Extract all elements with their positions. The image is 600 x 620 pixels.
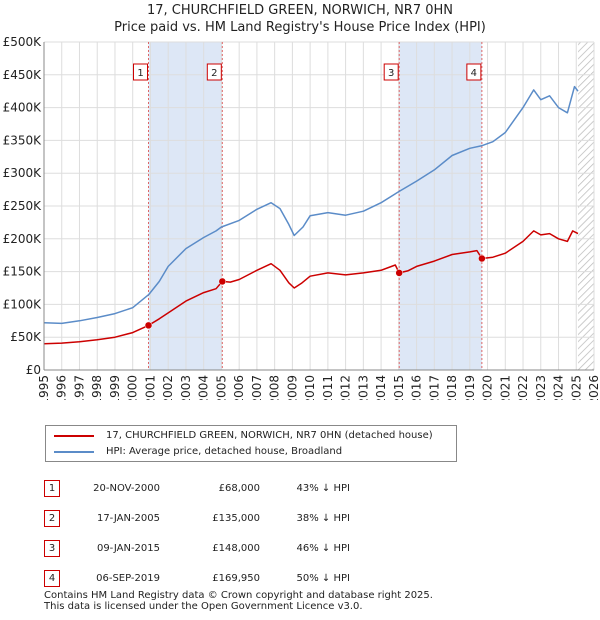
x-tick-label: 2015 (392, 375, 406, 400)
x-tick-label: 2022 (516, 375, 530, 400)
sale-marker-label-box (206, 63, 222, 81)
x-tick-label: 2014 (374, 375, 388, 400)
y-tick-label: £250K (3, 199, 43, 213)
sale-date: 09-JAN-2015 (96, 542, 160, 554)
sale-marker-badge: 2 (44, 509, 60, 527)
y-tick-label: £450K (3, 68, 43, 82)
y-tick-label: £350K (3, 133, 43, 147)
sale-point (395, 269, 403, 277)
legend-swatch-hpi (54, 450, 94, 453)
sale-price: £68,000 (218, 482, 260, 494)
y-tick-label: £200K (3, 232, 43, 246)
x-tick-label: 2017 (427, 375, 441, 400)
y-tick-label: £50K (10, 330, 42, 344)
chart-legend: 17, CHURCHFIELD GREEN, NORWICH, NR7 0HN … (45, 425, 457, 462)
sale-marker-label: 1 (137, 68, 143, 79)
y-tick-label: £400K (3, 101, 43, 115)
footer-notice: Contains HM Land Registry data © Crown c… (44, 590, 433, 612)
x-tick-label: 2000 (126, 375, 140, 400)
legend-swatch-property (54, 434, 94, 437)
x-tick-label: 2004 (197, 375, 211, 400)
x-tick-label: 2020 (481, 375, 495, 400)
chart-subtitle: Price paid vs. HM Land Registry's House … (114, 20, 486, 35)
y-tick-label: £100K (3, 297, 43, 311)
sale-date: 17-JAN-2005 (96, 512, 160, 524)
legend-label-property: 17, CHURCHFIELD GREEN, NORWICH, NR7 0HN … (106, 430, 433, 441)
x-tick-label: 2011 (321, 375, 335, 400)
sale-price: £135,000 (212, 512, 260, 524)
footer-line-licence: This data is licensed under the Open Gov… (44, 601, 363, 612)
y-tick-label: £150K (3, 265, 43, 279)
footer-line-copyright: Contains HM Land Registry data © Crown c… (44, 590, 433, 601)
x-tick-label: 1999 (108, 375, 122, 400)
sale-marker-label: 4 (471, 68, 477, 79)
sale-hpi-diff: 38% ↓ HPI (296, 512, 350, 524)
x-tick-label: 2010 (303, 375, 317, 400)
x-tick-label: 2026 (587, 375, 600, 400)
x-tick-label: 2006 (232, 375, 246, 400)
sale-marker-badge: 3 (44, 539, 60, 557)
legend-item-hpi: HPI: Average price, detached house, Broa… (54, 444, 342, 459)
sale-date: 20-NOV-2000 (93, 482, 160, 494)
x-tick-label: 2001 (143, 375, 157, 400)
sale-price: £169,950 (212, 572, 260, 584)
sales-table: 1 20-NOV-2000 £68,000 43% ↓ HPI 2 17-JAN… (44, 473, 350, 593)
sale-marker-label: 3 (388, 68, 394, 79)
table-row: 1 20-NOV-2000 £68,000 43% ↓ HPI (44, 473, 350, 503)
x-tick-label: 1997 (72, 375, 86, 400)
x-tick-label: 2002 (161, 375, 175, 400)
legend-item-property: 17, CHURCHFIELD GREEN, NORWICH, NR7 0HN … (54, 428, 433, 443)
sale-marker-label-box (383, 63, 399, 81)
sale-marker-badge: 1 (44, 479, 60, 497)
sale-hpi-diff: 46% ↓ HPI (296, 542, 350, 554)
hpi-line (43, 85, 579, 325)
price-chart: 1 2 3 4 £0 £50K £100K £150K £200K £250K £300K £350K… (3, 35, 600, 400)
table-row: 3 09-JAN-2015 £148,000 46% ↓ HPI (44, 533, 350, 563)
x-tick-label: 2016 (410, 375, 424, 400)
legend-label-hpi: HPI: Average price, detached house, Broa… (106, 446, 343, 457)
x-tick-label: 2018 (445, 375, 459, 400)
x-tick-label: 2013 (356, 375, 370, 400)
x-tick-label: 2007 (250, 375, 264, 400)
chart-title: 17, CHURCHFIELD GREEN, NORWICH, NR7 0HN (146, 3, 454, 18)
sale-hpi-diff: 43% ↓ HPI (296, 482, 350, 494)
x-tick-label: 2008 (268, 375, 282, 400)
x-tick-label: 1998 (90, 375, 104, 400)
sale-date: 06-SEP-2019 (96, 572, 160, 584)
sale-hpi-diff: 50% ↓ HPI (296, 572, 350, 584)
sale-point (144, 321, 153, 330)
x-tick-label: 1996 (55, 375, 69, 400)
y-tick-label: £0 (26, 363, 41, 377)
x-tick-label: 2025 (569, 375, 583, 400)
y-tick-label: £500K (3, 35, 43, 49)
table-row: 2 17-JAN-2005 £135,000 38% ↓ HPI (44, 503, 350, 533)
sale-point (218, 277, 227, 286)
sale-point (478, 254, 486, 263)
x-tick-label: 2024 (552, 375, 566, 400)
sale-marker-badge: 4 (44, 569, 60, 587)
x-tick-label: 2019 (463, 375, 477, 400)
x-tick-label: 2009 (285, 375, 299, 400)
sale-marker-label-box (133, 63, 148, 81)
sale-marker-label: 2 (211, 68, 217, 79)
x-tick-label: 2021 (498, 375, 512, 400)
x-tick-label: 2005 (214, 375, 228, 400)
y-tick-label: £300K (3, 166, 43, 180)
x-tick-label: 2012 (339, 375, 353, 400)
x-tick-label: 1995 (37, 375, 51, 400)
x-tick-label: 2023 (534, 375, 548, 400)
table-row: 4 06-SEP-2019 £169,950 50% ↓ HPI (44, 563, 350, 593)
sale-price: £148,000 (212, 542, 260, 554)
sale-marker-label-box (466, 63, 482, 81)
property-price-line (43, 230, 579, 345)
x-tick-label: 2003 (179, 375, 193, 400)
